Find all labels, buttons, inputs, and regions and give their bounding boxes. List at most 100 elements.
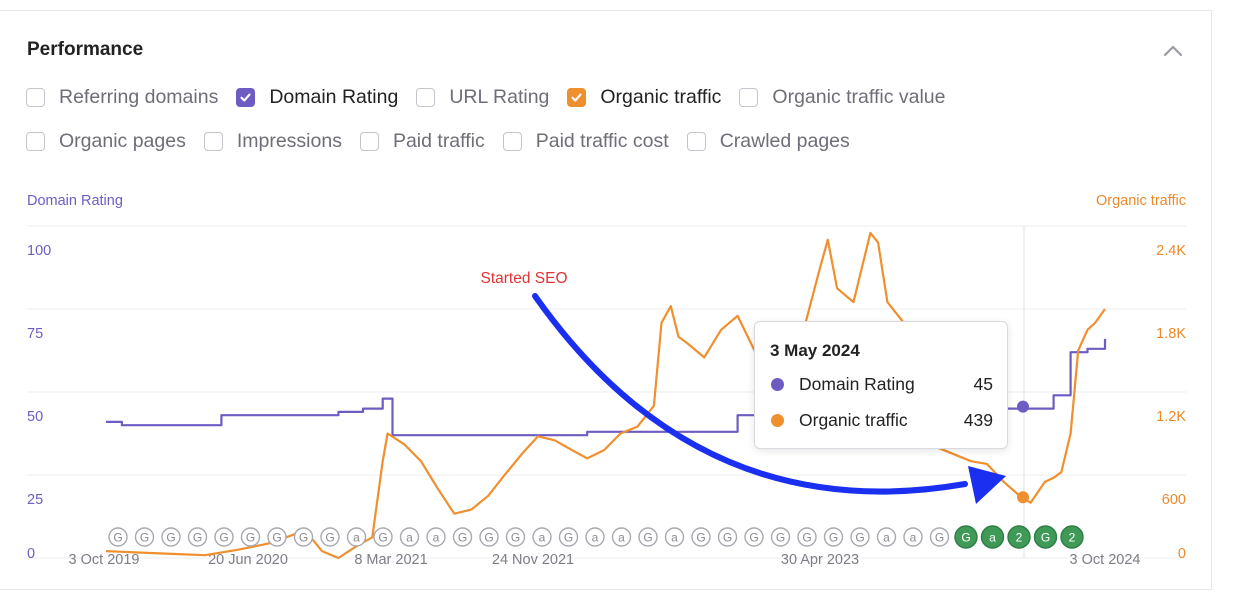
x-tick-label: 24 Nov 2021 (492, 552, 574, 568)
series-line-domain-rating (106, 338, 1107, 437)
svg-text:2: 2 (1016, 531, 1023, 545)
tooltip-value: 45 (973, 374, 993, 394)
x-tick-label: 3 Oct 2019 (69, 552, 140, 568)
checkbox-domain-rating[interactable]: Domain Rating (236, 86, 398, 109)
left-tick-label: 25 (27, 492, 43, 508)
checkbox-url-rating[interactable]: URL Rating (416, 86, 549, 109)
annotation-arrow (532, 293, 968, 495)
svg-text:a: a (406, 531, 413, 545)
right-tick-label: 0 (1178, 546, 1186, 562)
svg-text:2: 2 (1069, 531, 1076, 545)
checkbox-paid-traffic[interactable]: Paid traffic (359, 130, 485, 153)
svg-text:G: G (723, 531, 732, 545)
svg-text:G: G (246, 531, 255, 545)
checkbox-referring-domains[interactable]: Referring domains (26, 86, 218, 109)
svg-text:G: G (272, 531, 281, 545)
svg-text:G: G (219, 531, 228, 545)
event-marker: G (505, 527, 526, 547)
checkbox-box[interactable] (359, 132, 379, 151)
event-marker: a (426, 527, 446, 547)
event-marker: G (479, 527, 499, 547)
arrow-head-icon (968, 466, 1006, 504)
event-marker: G (1033, 525, 1058, 549)
event-marker: 2 (1060, 525, 1084, 549)
tooltip-row-organic-traffic: Organic traffic 439 (771, 410, 993, 431)
metric-checkbox-row-2: Organic pages Impressions Paid traffic Paid… (26, 130, 868, 153)
domain-rating-hover-point (1017, 400, 1029, 413)
svg-text:G: G (299, 531, 308, 545)
right-tick-label: 1.8K (1156, 326, 1186, 342)
checkbox-box[interactable] (416, 88, 436, 107)
svg-text:a: a (989, 531, 996, 545)
checkbox-organic-traffic-value[interactable]: Organic traffic value (739, 86, 945, 109)
svg-text:G: G (935, 531, 944, 545)
checkbox-box[interactable] (203, 132, 223, 151)
svg-text:G: G (484, 531, 493, 545)
left-tick-label: 50 (27, 409, 43, 425)
checkmark-icon[interactable] (567, 88, 587, 107)
series-line-organic-traffic (105, 231, 1106, 560)
event-marker: G (134, 527, 155, 547)
event-marker: G (293, 527, 314, 547)
svg-text:a: a (353, 531, 360, 545)
event-marker: G (850, 527, 870, 547)
svg-text:G: G (511, 531, 520, 545)
event-marker: a (399, 527, 420, 547)
event-marker: G (214, 527, 234, 547)
panel-title: Performance (27, 39, 144, 60)
tooltip-label: Organic traffic (799, 410, 908, 430)
metric-checkbox-row-1: Referring domains Domain Rating URL Rating… (26, 86, 963, 109)
svg-text:a: a (539, 531, 546, 545)
tooltip-label: Domain Rating (799, 374, 915, 394)
organic-traffic-dot (771, 414, 784, 427)
svg-text:G: G (458, 531, 467, 545)
checkbox-label: Paid traffic cost (535, 130, 669, 152)
checkbox-label: Domain Rating (269, 86, 399, 108)
checkbox-label: Paid traffic (392, 130, 485, 152)
event-marker: G (558, 527, 579, 547)
svg-text:a: a (671, 531, 678, 545)
checkbox-box[interactable] (502, 132, 522, 151)
event-marker: G (770, 527, 791, 547)
svg-text:a: a (883, 531, 890, 545)
tooltip-value: 439 (963, 410, 993, 430)
event-marker: a (585, 527, 605, 547)
svg-text:G: G (1041, 531, 1050, 545)
organic-traffic-hover-point (1017, 491, 1029, 504)
event-marker: 2 (1007, 525, 1031, 549)
chevron-up-icon (1163, 45, 1183, 57)
checkbox-box[interactable] (739, 88, 759, 107)
svg-text:G: G (643, 531, 652, 545)
svg-text:G: G (113, 531, 122, 545)
checkbox-impressions[interactable]: Impressions (203, 130, 342, 153)
x-tick-label: 8 Mar 2021 (354, 552, 427, 568)
checkbox-organic-traffic[interactable]: Organic traffic (567, 86, 721, 109)
right-tick-label: 1.2K (1156, 409, 1186, 425)
event-marker: a (903, 527, 923, 547)
tooltip-date: 3 May 2024 (770, 341, 860, 360)
checkbox-box[interactable] (26, 88, 45, 107)
svg-text:G: G (802, 531, 811, 545)
checkbox-crawled-pages[interactable]: Crawled pages (686, 130, 850, 153)
checkbox-organic-pages[interactable]: Organic pages (26, 130, 186, 153)
checkbox-box[interactable] (686, 132, 706, 151)
event-marker: G (452, 527, 473, 547)
event-marker: G (638, 527, 658, 547)
checkbox-box[interactable] (26, 132, 45, 151)
right-tick-label: 2.4K (1156, 243, 1186, 259)
svg-text:G: G (855, 531, 864, 545)
event-marker: G (187, 527, 208, 547)
checkbox-paid-traffic-cost[interactable]: Paid traffic cost (502, 130, 669, 153)
svg-text:G: G (166, 531, 175, 545)
event-marker: a (611, 527, 632, 547)
checkbox-label: Crawled pages (719, 130, 850, 152)
collapse-button[interactable] (1160, 38, 1186, 64)
checkbox-label: URL Rating (449, 86, 550, 108)
event-marker: G (823, 527, 844, 547)
svg-text:a: a (618, 531, 625, 545)
svg-text:G: G (325, 531, 334, 545)
checkmark-icon[interactable] (236, 88, 256, 107)
checkbox-label: Impressions (236, 130, 342, 152)
chart-tooltip: 3 May 2024 Domain Rating 45 Organic traf… (754, 321, 1008, 449)
